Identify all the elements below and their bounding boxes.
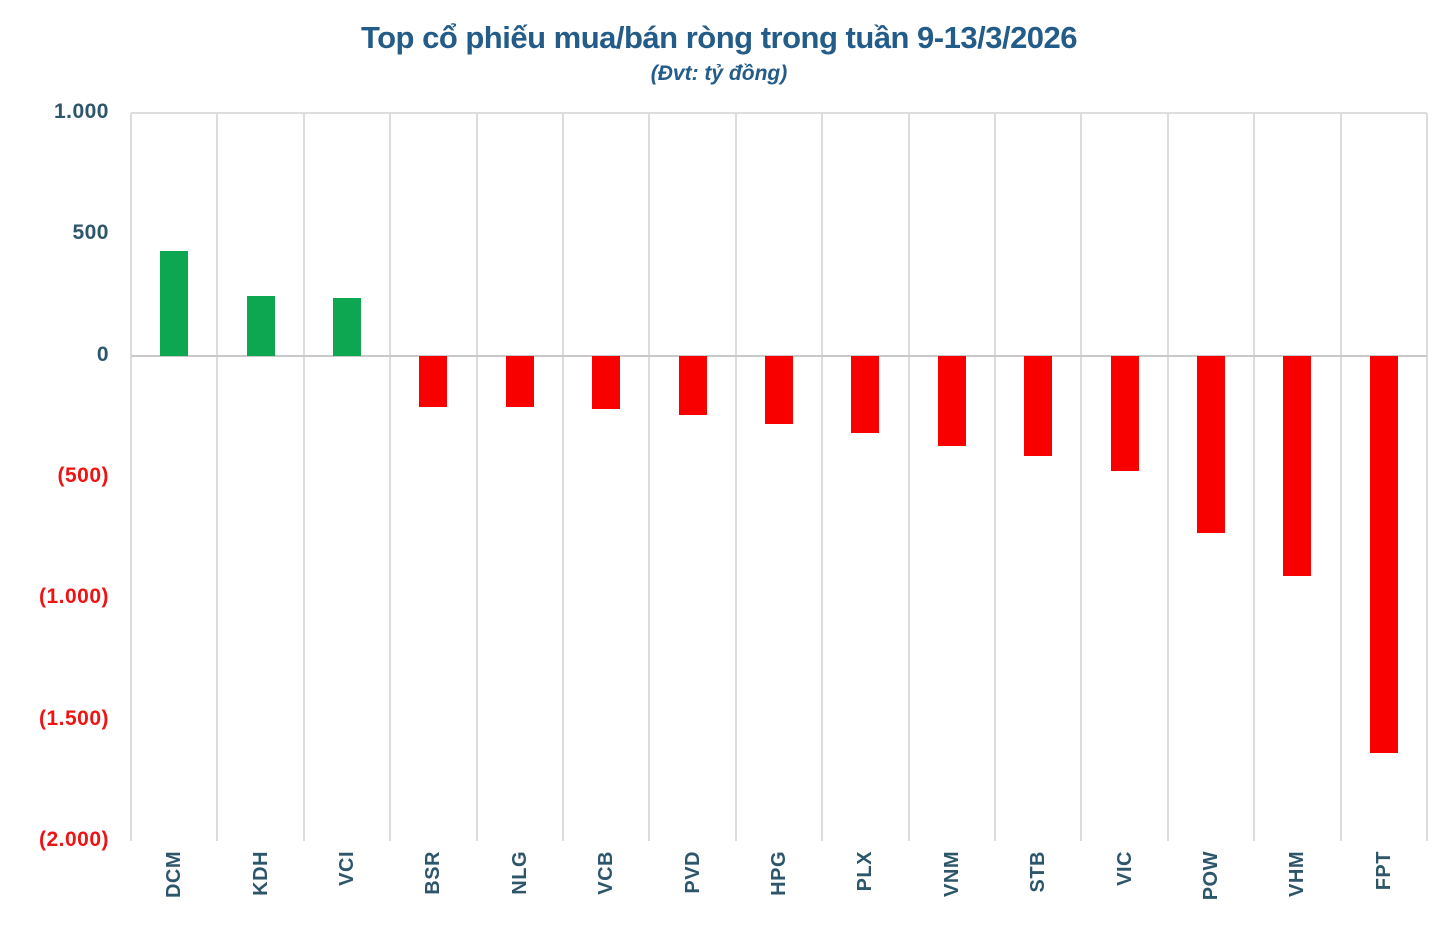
vertical-gridline	[389, 113, 392, 841]
x-axis-label-plx: PLX	[854, 851, 877, 892]
vertical-gridline	[1253, 113, 1256, 841]
x-axis-label-dcm: DCM	[163, 851, 186, 899]
x-axis-label-fpt: FPT	[1372, 851, 1395, 891]
vertical-gridline	[1339, 113, 1342, 841]
bar-stb	[1024, 355, 1053, 456]
y-axis-label: 1.000	[53, 99, 109, 123]
vertical-gridline	[1080, 113, 1083, 841]
vertical-gridline	[130, 113, 132, 841]
x-axis-label-nlg: NLG	[508, 851, 531, 895]
x-axis-label-vnm: VNM	[940, 851, 963, 897]
bar-bsr	[419, 355, 448, 407]
vertical-gridline	[302, 113, 305, 841]
bar-vnm	[937, 355, 966, 446]
x-axis-label-vci: VCI	[335, 851, 358, 886]
vertical-gridline	[907, 113, 910, 841]
bar-pow	[1197, 355, 1225, 534]
bar-vhm	[1283, 355, 1312, 577]
x-axis-label-kdh: KDH	[249, 851, 272, 896]
vertical-gridline	[562, 113, 564, 841]
x-axis-label-stb: STB	[1027, 851, 1050, 893]
vertical-gridline	[1166, 113, 1169, 841]
bar-kdh	[246, 295, 275, 356]
vertical-gridline	[994, 113, 996, 841]
bar-plx	[851, 355, 880, 433]
plot-top-border	[131, 112, 1427, 114]
vertical-gridline	[216, 113, 219, 841]
x-axis-label-bsr: BSR	[422, 851, 445, 895]
y-axis-label: (2.000)	[38, 827, 109, 851]
bar-nlg	[505, 355, 534, 408]
x-axis-label-pow: POW	[1200, 851, 1222, 901]
bar-vic	[1110, 355, 1139, 471]
x-axis-label-vcb: VCB	[595, 851, 618, 895]
bar-pvd	[678, 355, 707, 416]
x-axis-label-vic: VIC	[1113, 851, 1136, 886]
vertical-gridline	[734, 113, 737, 841]
vertical-gridline	[475, 113, 478, 841]
x-axis-label-pvd: PVD	[681, 851, 704, 894]
vertical-gridline	[821, 113, 824, 841]
y-axis-label: 500	[72, 221, 109, 245]
vertical-gridline	[648, 113, 651, 841]
bar-dcm	[160, 250, 189, 356]
vertical-gridline	[1426, 113, 1428, 841]
chart-subtitle: (Đvt: tỷ đồng)	[650, 62, 788, 85]
bar-hpg	[765, 355, 793, 425]
bar-vcb	[592, 355, 621, 410]
y-axis-label: (500)	[57, 463, 109, 487]
x-axis-label-vhm: VHM	[1286, 851, 1309, 897]
y-axis-label: 0	[96, 342, 109, 366]
y-axis-label: (1.500)	[38, 706, 109, 730]
chart-title: Top cổ phiếu mua/bán ròng trong tuần 9-1…	[360, 20, 1078, 55]
bar-vci	[333, 297, 361, 356]
y-axis-label: (1.000)	[38, 585, 109, 609]
x-axis-label-hpg: HPG	[768, 851, 790, 896]
plot-area: DCM KDH VCI BSR NLG VCB PVD HPG PLX VNM STB VIC POW V…	[39, 100, 1428, 900]
bar-fpt	[1369, 355, 1398, 754]
